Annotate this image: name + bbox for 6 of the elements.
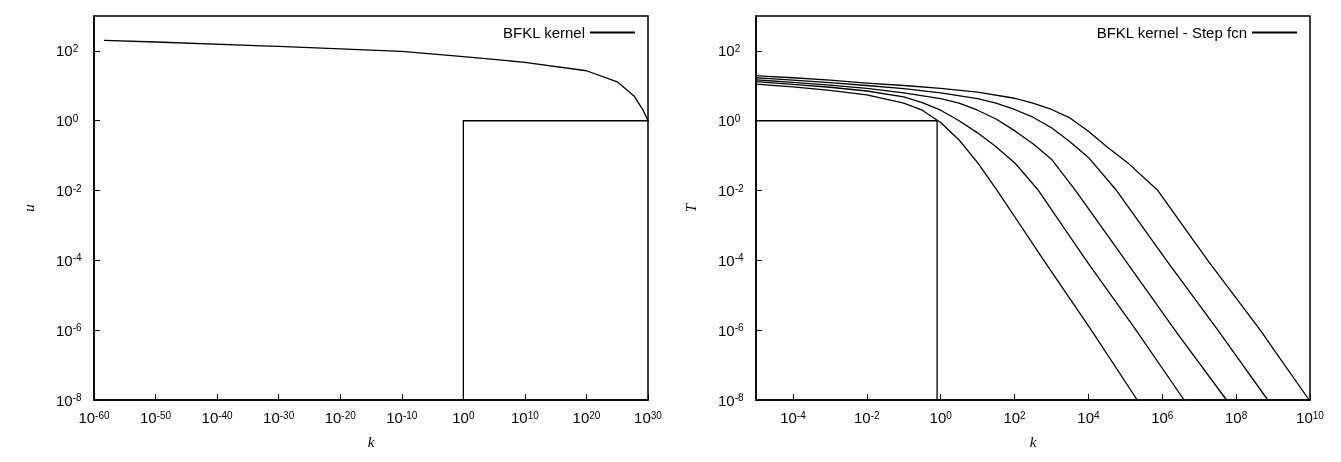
y-axis-title: T xyxy=(682,202,699,213)
x-axis-title: k xyxy=(1029,433,1037,450)
x-axis-title: k xyxy=(367,433,375,450)
legend-label: BFKL kernel xyxy=(503,24,585,41)
y-axis-title: u xyxy=(20,204,37,212)
legend-label: BFKL kernel - Step fcn xyxy=(1096,24,1247,41)
